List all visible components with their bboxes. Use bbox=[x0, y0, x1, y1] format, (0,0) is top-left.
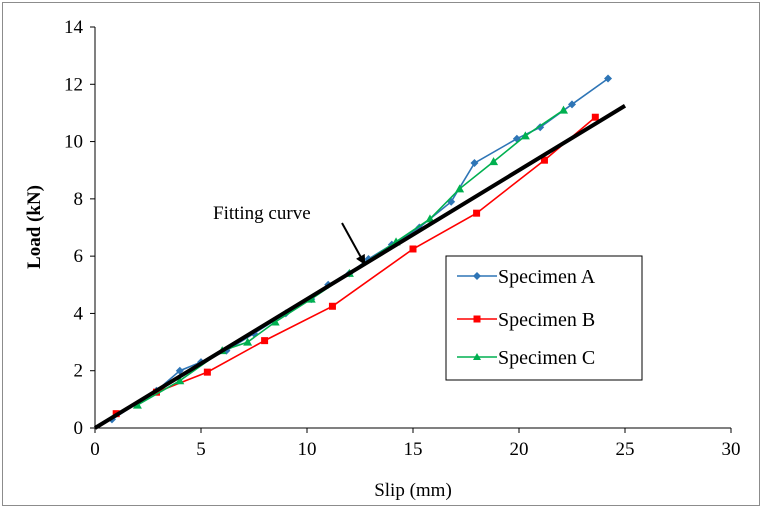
x-tick-label: 10 bbox=[298, 439, 317, 460]
data-point bbox=[489, 157, 499, 166]
y-tick-label: 10 bbox=[64, 132, 83, 153]
annotation-arrow bbox=[341, 222, 366, 266]
tick-labels: 0 5 10 15 20 25 30 0 2 4 6 8 10 12 14 bbox=[64, 17, 741, 460]
data-point bbox=[175, 376, 185, 385]
y-axis-title: Load (kN) bbox=[24, 185, 45, 269]
data-point bbox=[409, 245, 417, 253]
x-tick-label: 0 bbox=[90, 439, 100, 460]
data-point bbox=[520, 131, 530, 140]
fit-layer bbox=[93, 104, 627, 430]
fitting-curve-line bbox=[93, 104, 627, 430]
y-tick-label: 4 bbox=[74, 303, 84, 324]
legend-marker-b bbox=[473, 315, 481, 323]
fitting-curve-annotation: Fitting curve bbox=[213, 203, 366, 266]
legend-item-a: Specimen A bbox=[457, 266, 596, 288]
y-tick-label: 0 bbox=[74, 418, 84, 439]
data-point bbox=[473, 209, 481, 217]
legend-marker-c bbox=[473, 353, 481, 360]
legend-item-b: Specimen B bbox=[457, 309, 595, 331]
legend-marker-a bbox=[473, 272, 481, 280]
legend-item-c: Specimen C bbox=[457, 347, 595, 369]
x-tick-label: 20 bbox=[510, 439, 529, 460]
x-tick-label: 30 bbox=[722, 439, 741, 460]
y-tick-label: 12 bbox=[64, 74, 83, 95]
data-point bbox=[243, 337, 253, 346]
data-point bbox=[470, 159, 479, 168]
axes bbox=[90, 26, 732, 433]
x-axis-title: Slip (mm) bbox=[374, 480, 452, 501]
data-point bbox=[132, 400, 142, 409]
data-point bbox=[568, 100, 576, 109]
data-point bbox=[175, 366, 184, 375]
data-point bbox=[559, 105, 569, 114]
data-point bbox=[261, 337, 269, 345]
data-point bbox=[203, 368, 211, 376]
y-tick-label: 14 bbox=[64, 17, 84, 38]
legend-label-a: Specimen A bbox=[498, 266, 596, 288]
annotation-text: Fitting curve bbox=[213, 203, 311, 224]
x-tick-label: 15 bbox=[404, 439, 423, 460]
legend: Specimen A Specimen B Specimen C bbox=[445, 255, 643, 381]
y-tick-label: 6 bbox=[74, 246, 84, 267]
x-tick-label: 5 bbox=[196, 439, 206, 460]
legend-label-b: Specimen B bbox=[498, 309, 595, 331]
data-point bbox=[540, 156, 548, 164]
data-point bbox=[512, 134, 521, 143]
y-tick-label: 8 bbox=[74, 189, 84, 210]
data-point bbox=[425, 214, 435, 223]
x-tick-label: 25 bbox=[616, 439, 635, 460]
data-point bbox=[455, 184, 465, 193]
data-point bbox=[270, 317, 280, 326]
data-point bbox=[328, 302, 336, 310]
legend-label-c: Specimen C bbox=[498, 347, 595, 369]
data-point bbox=[591, 113, 599, 121]
y-tick-label: 2 bbox=[74, 361, 84, 382]
data-point bbox=[604, 74, 613, 83]
